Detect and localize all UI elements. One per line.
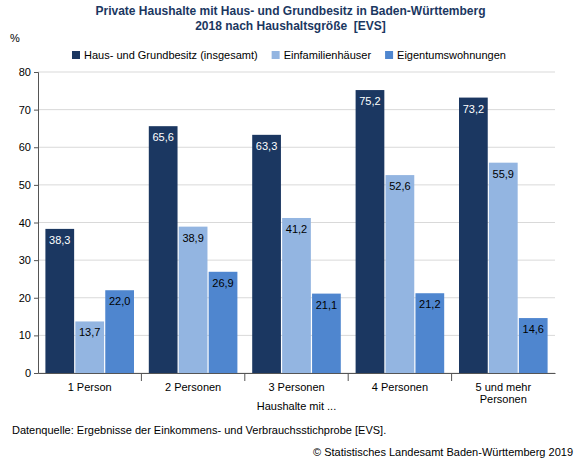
legend: Haus- und Grundbesitz (insgesamt) Einfami… [72, 49, 506, 61]
y-tick: 20 [19, 292, 38, 304]
bar [149, 126, 178, 373]
annotation: Datenquelle: Ergebnisse der Einkommens- … [12, 424, 386, 436]
y-tick-mark [34, 335, 38, 336]
y-tick: 50 [19, 179, 38, 191]
y-axis-title: % [10, 32, 20, 44]
bar [209, 272, 238, 373]
y-tick-label: 10 [19, 329, 31, 341]
chart: Private Haushalte mit Haus- und Grundbes… [0, 0, 581, 463]
data-label: 41,2 [286, 223, 307, 235]
bar [356, 90, 385, 373]
bar [386, 175, 415, 373]
data-label: 13,7 [79, 326, 100, 338]
bar [105, 290, 134, 373]
legend-swatch [272, 51, 280, 59]
x-axis-line [39, 373, 556, 374]
bars [45, 90, 547, 373]
y-tick-label: 80 [19, 66, 31, 78]
subtitle: 2018 nach Haushaltsgröße [EVS] [195, 19, 386, 33]
bar [45, 229, 74, 373]
bar [459, 98, 488, 373]
legend-label: Haus- und Grundbesitz (insgesamt) [84, 49, 258, 61]
bar [489, 163, 518, 373]
category-separator [244, 373, 245, 381]
y-tick-label: 30 [19, 254, 31, 266]
y-tick-mark [34, 223, 38, 224]
x-tick-label: 2 Personen [165, 381, 221, 393]
x-tick-label: 5 und mehrPersonen [475, 381, 531, 406]
y-tick-mark [34, 260, 38, 261]
data-label: 75,2 [359, 95, 380, 107]
category-separator [451, 373, 452, 381]
data-label: 38,3 [49, 234, 70, 246]
legend-label: Eigentumswohnungen [397, 49, 506, 61]
data-label: 26,9 [212, 277, 233, 289]
x-tick-label: 4 Personen [372, 381, 428, 393]
data-label: 14,6 [523, 323, 544, 335]
x-tick: 1 Person [68, 373, 112, 393]
y-tick-label: 0 [25, 367, 31, 379]
data-label: 63,3 [256, 140, 277, 152]
x-tick: 5 und mehrPersonen [475, 373, 531, 405]
bar [519, 318, 548, 373]
data-label: 73,2 [463, 103, 484, 115]
annotation: © Statistisches Landesamt Baden-Württemb… [313, 446, 573, 458]
bar [312, 294, 341, 373]
legend-swatch [72, 51, 80, 59]
x-tick: 3 Personen [268, 373, 324, 393]
y-tick-mark [34, 298, 38, 299]
y-tick-mark [34, 110, 38, 111]
y-tick-mark [34, 72, 38, 73]
y-tick-label: 50 [19, 179, 31, 191]
y-tick: 40 [19, 217, 38, 229]
y-axis: 0 10 20 30 40 50 60 70 80 [19, 66, 39, 379]
grid [38, 72, 555, 373]
y-tick-label: 70 [19, 104, 31, 116]
data-label: 55,9 [493, 168, 514, 180]
x-tick-label: 3 Personen [268, 381, 324, 393]
data-label: 38,9 [182, 232, 203, 244]
x-tick: 4 Personen [372, 373, 428, 393]
data-labels: 38,3 65,6 63,3 75,2 73,2 13,7 38,9 41,2 52,6 55,9… [49, 95, 544, 338]
title: Private Haushalte mit Haus- und Grundbes… [95, 4, 485, 18]
data-label: 65,6 [152, 131, 173, 143]
y-tick: 60 [19, 141, 38, 153]
y-tick-label: 60 [19, 141, 31, 153]
y-tick-label: 20 [19, 292, 31, 304]
y-tick: 10 [19, 329, 38, 341]
legend-swatch [385, 51, 393, 59]
bar [75, 321, 104, 373]
bar [252, 135, 281, 373]
category-separator [348, 373, 349, 381]
y-tick: 30 [19, 254, 38, 266]
x-tick: 2 Personen [165, 373, 221, 393]
bar [179, 227, 208, 373]
y-axis-line [34, 73, 39, 374]
data-label: 52,6 [389, 180, 410, 192]
grid-line [38, 72, 555, 73]
y-tick: 80 [19, 66, 38, 78]
y-tick-mark [34, 147, 38, 148]
data-label: 21,2 [419, 298, 440, 310]
y-tick-label: 40 [19, 217, 31, 229]
y-tick: 0 [25, 367, 38, 379]
bar [282, 218, 311, 373]
y-tick: 70 [19, 104, 38, 116]
legend-label: Einfamilienhäuser [284, 49, 372, 61]
x-tick-label: 1 Person [68, 381, 112, 393]
x-axis-title: Haushalte mit ... [257, 400, 336, 412]
data-label: 22,0 [109, 295, 130, 307]
data-label: 21,1 [316, 299, 337, 311]
y-tick-mark [34, 185, 38, 186]
category-separator [141, 373, 142, 381]
bar [415, 293, 444, 373]
y-tick-mark [34, 373, 38, 374]
